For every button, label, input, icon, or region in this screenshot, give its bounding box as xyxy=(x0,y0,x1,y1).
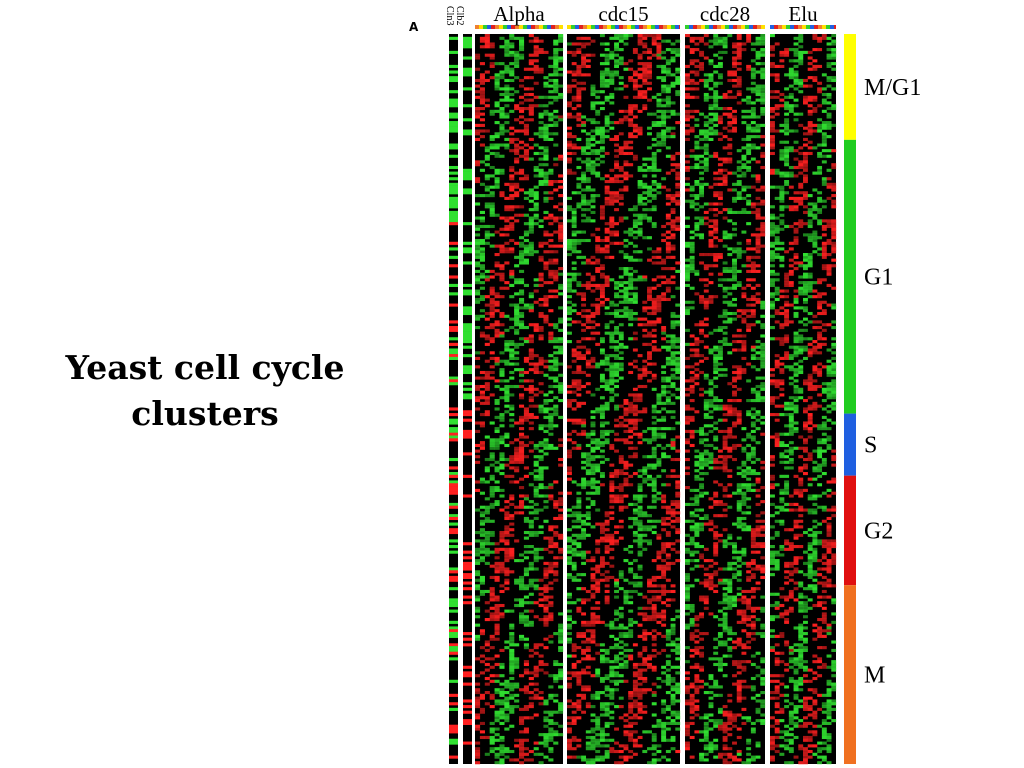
experiment-label-alpha: Alpha xyxy=(493,2,545,26)
reference-column-clb2 xyxy=(449,34,458,764)
experiment-phase-strip xyxy=(770,25,836,29)
experiment-phase-strip xyxy=(567,25,680,29)
experiment-block-alpha xyxy=(475,34,564,765)
phase-label-m-g1: M/G1 xyxy=(864,75,921,101)
slide-title: Yeast cell cycle clusters xyxy=(55,345,355,437)
phase-label-s: S xyxy=(864,433,877,459)
phase-label-m: M xyxy=(864,663,885,689)
reference-label-cln3: Cln3 xyxy=(444,6,455,25)
phase-segment-m xyxy=(844,585,856,764)
phase-bar: M/G1 G1 S G2 M xyxy=(844,34,921,764)
reference-label-clb2: Clb2 xyxy=(454,6,465,25)
reference-column-cln3 xyxy=(463,34,472,764)
panel-letter: A xyxy=(409,20,419,34)
experiment-label-cdc15: cdc15 xyxy=(598,2,648,26)
experiment-phase-strip xyxy=(475,25,563,29)
experiment-block-cdc15 xyxy=(567,34,681,765)
phase-label-g1: G1 xyxy=(864,265,893,291)
phase-segment-m-g1 xyxy=(844,34,856,140)
phase-segment-s xyxy=(844,413,856,476)
reference-column-bg xyxy=(449,34,458,764)
experiment-block-cdc28 xyxy=(685,34,766,765)
slide-title-line2: clusters xyxy=(131,394,279,433)
phase-segment-g1 xyxy=(844,139,856,414)
experiment-label-elu: Elu xyxy=(788,2,818,26)
experiment-block-elu xyxy=(770,34,837,765)
phase-segment-g2 xyxy=(844,475,856,586)
experiment-phase-strip xyxy=(685,25,765,29)
experiment-label-cdc28: cdc28 xyxy=(700,2,750,26)
phase-label-g2: G2 xyxy=(864,518,893,544)
slide-title-line1: Yeast cell cycle xyxy=(65,348,345,387)
